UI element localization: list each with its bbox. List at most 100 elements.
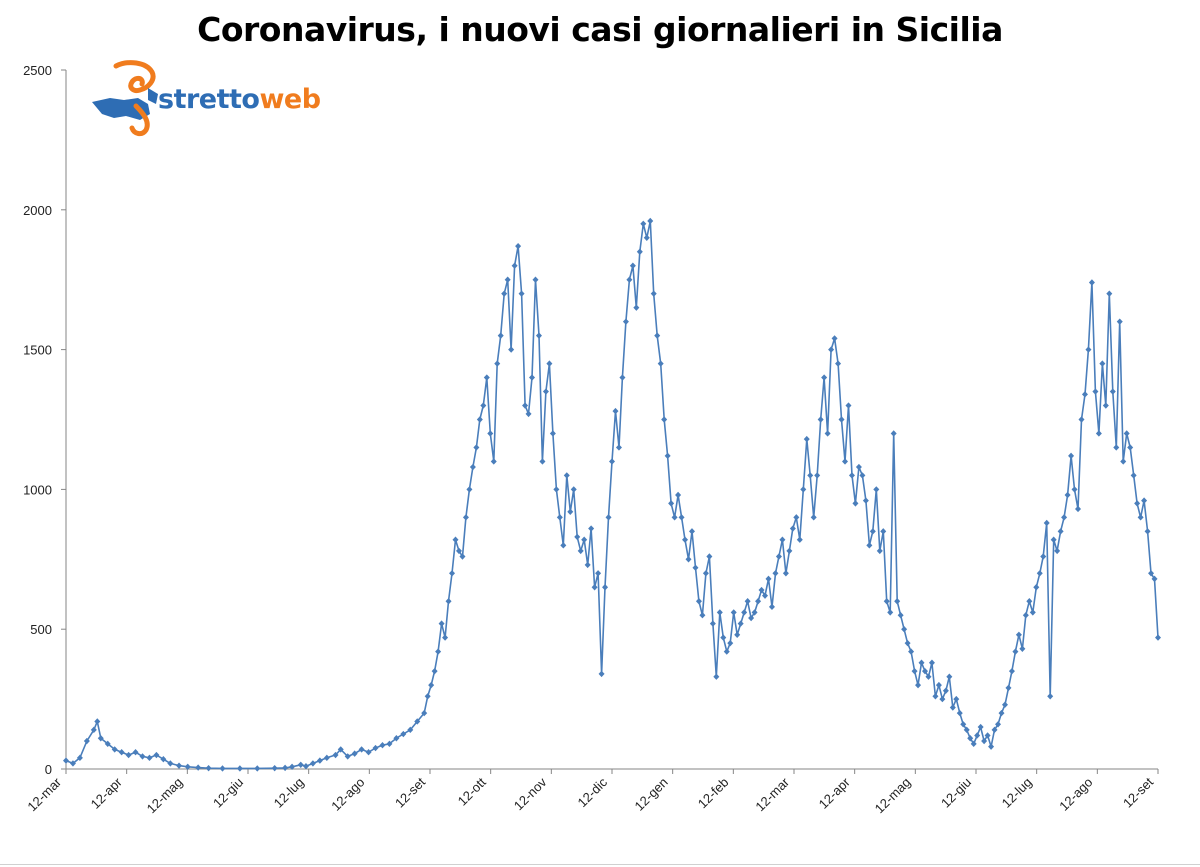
data-point — [789, 525, 796, 532]
data-point — [880, 528, 887, 535]
logo-text-part1: stretto — [158, 84, 260, 115]
y-tick-label: 1000 — [23, 482, 52, 497]
data-point — [118, 749, 125, 756]
chart-title: Coronavirus, i nuovi casi giornalieri in… — [197, 10, 1003, 49]
data-point — [487, 430, 494, 437]
data-point — [709, 620, 716, 627]
data-point — [956, 709, 963, 717]
data-point — [911, 667, 918, 675]
data-point — [821, 374, 828, 381]
data-point — [699, 612, 706, 619]
data-point — [236, 765, 243, 772]
data-point — [939, 695, 946, 703]
data-point — [1088, 279, 1095, 286]
series-line-group — [63, 217, 1161, 772]
data-point — [894, 598, 901, 605]
data-point — [723, 648, 730, 655]
data-point — [1137, 514, 1144, 521]
data-point — [323, 754, 330, 762]
data-point — [1001, 701, 1008, 708]
data-point — [817, 416, 824, 423]
x-tick-label: 12-feb — [695, 775, 732, 812]
data-point — [598, 670, 605, 678]
data-point — [438, 620, 445, 627]
data-point — [793, 514, 800, 521]
data-point — [619, 374, 626, 381]
data-point — [466, 486, 473, 493]
data-point — [727, 639, 734, 647]
data-point — [970, 740, 977, 748]
data-point — [786, 547, 793, 555]
data-point — [852, 500, 859, 507]
data-point — [139, 753, 146, 760]
y-axis: 0 500 1000 1500 2000 2500 — [23, 63, 67, 777]
data-point — [1008, 667, 1015, 675]
data-point — [421, 709, 428, 717]
data-point — [176, 762, 183, 769]
data-point — [765, 575, 772, 583]
data-point — [702, 570, 709, 577]
data-point — [685, 556, 692, 563]
data-point — [407, 726, 414, 734]
data-point — [668, 500, 675, 507]
data-point — [195, 764, 202, 771]
data-point — [1068, 452, 1075, 460]
data-point — [918, 659, 925, 666]
x-tick-label: 12-giu — [938, 775, 974, 811]
data-point — [737, 620, 744, 627]
data-point — [518, 290, 525, 297]
data-point — [640, 220, 647, 227]
x-tick-label: 12-ago — [328, 775, 367, 814]
data-point — [63, 757, 69, 764]
data-point — [845, 402, 852, 409]
data-point — [716, 609, 723, 616]
data-point — [379, 742, 386, 749]
data-point — [515, 242, 522, 250]
data-point — [289, 763, 296, 770]
data-point — [675, 491, 682, 499]
data-point — [535, 332, 542, 339]
data-point — [563, 472, 570, 479]
data-point — [431, 667, 438, 675]
x-tick-label: 12-nov — [511, 774, 550, 813]
data-point — [647, 217, 654, 225]
data-point — [1054, 547, 1061, 555]
data-point — [695, 598, 702, 605]
data-point — [633, 304, 640, 311]
data-point — [581, 536, 588, 543]
data-point — [629, 262, 636, 269]
data-point — [605, 514, 612, 521]
data-point — [890, 430, 897, 437]
x-tick-label: 12-giu — [210, 775, 246, 811]
data-point — [501, 290, 508, 297]
data-point — [1081, 391, 1088, 398]
data-point — [1120, 458, 1127, 465]
data-point — [1127, 444, 1134, 451]
data-point — [588, 525, 595, 532]
data-point — [991, 726, 998, 734]
data-point — [525, 410, 532, 418]
data-point — [1085, 346, 1092, 353]
data-point — [654, 332, 661, 339]
logo-text-part2: web — [259, 84, 321, 115]
data-point — [508, 346, 515, 353]
data-point — [706, 553, 713, 560]
data-point — [713, 673, 720, 680]
data-point — [309, 760, 316, 767]
y-tick-label: 0 — [45, 762, 52, 777]
data-point — [908, 648, 915, 655]
data-point — [1148, 570, 1155, 577]
y-tick-label: 500 — [30, 622, 52, 637]
x-tick-label: 12-gen — [632, 775, 671, 814]
data-point — [132, 749, 139, 756]
data-point — [452, 536, 459, 543]
x-axis: 12-mar 12-apr 12-mag 12-giu 12-lug 12-ago 12-s… — [24, 768, 1159, 816]
data-point — [1151, 575, 1158, 583]
data-point — [476, 416, 483, 423]
data-point — [897, 612, 904, 619]
data-point — [842, 458, 849, 465]
data-point — [546, 360, 553, 367]
data-point — [570, 486, 577, 493]
data-point — [1155, 634, 1161, 641]
data-point — [442, 634, 449, 641]
